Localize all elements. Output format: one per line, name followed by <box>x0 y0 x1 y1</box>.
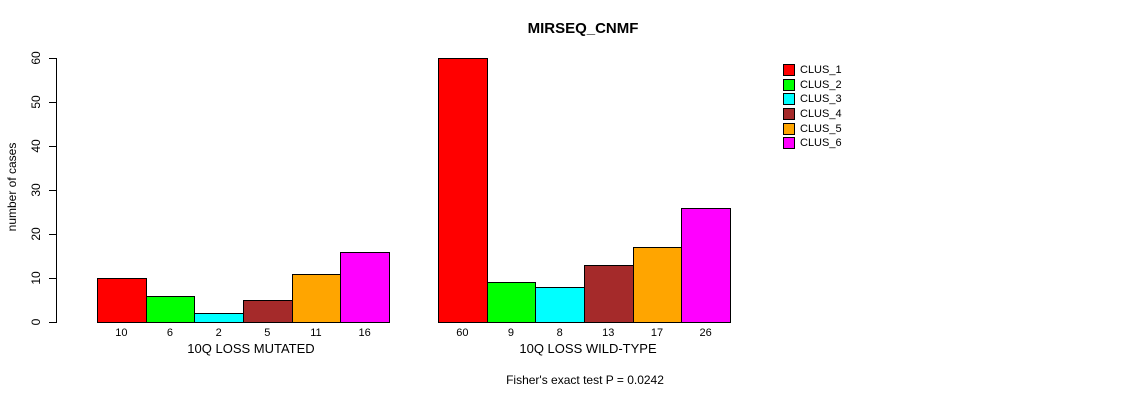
y-tick-label: 40 <box>29 139 43 153</box>
legend-swatch-icon <box>783 93 795 106</box>
bar-clus_4 <box>242 300 293 323</box>
bar-value-label: 5 <box>264 327 271 339</box>
legend-swatch-icon <box>783 108 795 121</box>
y-tick-mark <box>49 190 57 191</box>
bar-value-label: 8 <box>556 327 563 339</box>
bar-value-label: 16 <box>358 327 371 339</box>
chart-title: MIRSEQ_CNMF <box>527 20 639 37</box>
y-tick-mark <box>49 58 57 59</box>
y-tick-label: 60 <box>29 51 43 65</box>
bar-value-label: 10 <box>115 327 128 339</box>
y-tick-label: 20 <box>29 227 43 241</box>
bar-clus_5 <box>291 274 342 323</box>
legend: CLUS_1 CLUS_2 CLUS_3 CLUS_4 CLUS_5 CLUS_6 <box>783 63 842 151</box>
bar-clus_1 <box>97 278 147 323</box>
legend-item-label: CLUS_6 <box>800 137 842 150</box>
legend-swatch-icon <box>783 78 795 91</box>
y-tick-mark <box>49 234 57 235</box>
legend-swatch-icon <box>783 137 795 150</box>
bar-value-label: 6 <box>166 327 174 339</box>
legend-item: CLUS_1 <box>783 63 842 78</box>
y-tick-label: 50 <box>29 95 43 109</box>
legend-item: CLUS_5 <box>783 121 842 136</box>
x-group-label-mutated: 10Q LOSS MUTATED <box>187 341 315 356</box>
bar-clus_6 <box>340 252 390 323</box>
bar-clus_4 <box>583 265 634 323</box>
y-tick-mark <box>49 278 57 279</box>
y-tick-mark <box>49 146 57 147</box>
bar-clus_3 <box>535 287 585 323</box>
fisher-test-annotation: Fisher's exact test P = 0.0242 <box>506 373 664 387</box>
bar-value-label: 60 <box>456 327 469 339</box>
y-tick-mark <box>49 102 57 103</box>
legend-item-label: CLUS_3 <box>800 93 842 106</box>
legend-item-label: CLUS_4 <box>800 108 842 121</box>
bar-value-label: 9 <box>507 327 515 339</box>
y-tick-label: 10 <box>29 271 43 285</box>
bar-value-label: 17 <box>650 327 664 339</box>
legend-item-label: CLUS_2 <box>800 78 842 91</box>
bar-clus_6 <box>681 208 731 323</box>
x-group-label-wildtype: 10Q LOSS WILD-TYPE <box>519 341 657 356</box>
bar-clus_5 <box>632 247 683 323</box>
legend-swatch-icon <box>783 122 795 135</box>
legend-swatch-icon <box>783 64 795 77</box>
y-tick-label: 0 <box>29 318 43 326</box>
legend-item: CLUS_6 <box>783 136 842 151</box>
bar-clus_1 <box>438 58 488 323</box>
bar-value-label: 13 <box>602 327 615 339</box>
y-tick-mark <box>49 322 57 323</box>
legend-item-label: CLUS_1 <box>800 64 842 77</box>
legend-item: CLUS_4 <box>783 107 842 122</box>
y-tick-label: 30 <box>29 183 43 197</box>
bar-value-label: 26 <box>699 327 712 339</box>
bar-value-label: 2 <box>215 327 222 339</box>
legend-item-label: CLUS_5 <box>800 122 842 135</box>
legend-item: CLUS_3 <box>783 92 842 107</box>
bar-clus_2 <box>145 296 196 323</box>
bar-clus_2 <box>486 282 537 323</box>
legend-item: CLUS_2 <box>783 78 842 93</box>
bar-value-label: 11 <box>310 327 322 339</box>
bar-clus_3 <box>194 313 244 323</box>
